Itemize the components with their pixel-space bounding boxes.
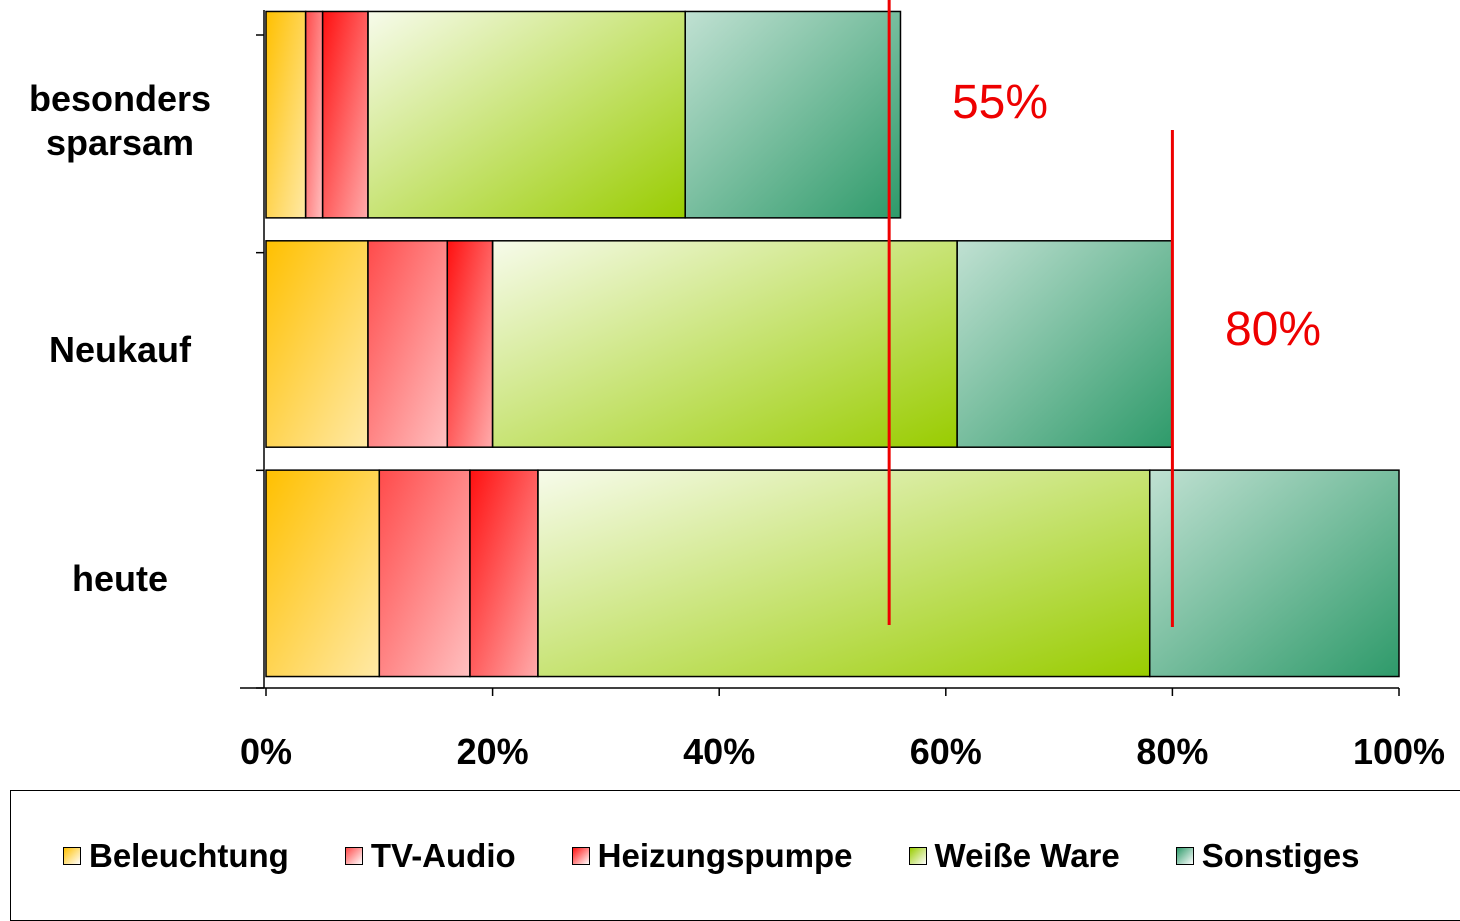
legend-swatch: [908, 846, 927, 865]
bar-segment: [367, 10, 686, 219]
legend-item: Beleuchtung: [63, 837, 289, 875]
bar-segment: [537, 469, 1151, 678]
bar-segment: [304, 10, 324, 219]
x-tick-label: 0%: [240, 731, 292, 772]
legend-label: Weiße Ware: [934, 836, 1120, 874]
bar-segment: [367, 240, 449, 448]
category-label: heute: [71, 558, 168, 600]
annotation: 80%: [1225, 303, 1321, 356]
bar-segment: [1148, 469, 1400, 678]
category-label: Neukauf: [48, 329, 192, 370]
legend-label: TV-Audio: [370, 836, 516, 874]
legend-swatch: [571, 846, 590, 865]
legend-label: Sonstiges: [1201, 836, 1360, 874]
bar-segment: [469, 469, 539, 678]
bar-segment: [491, 240, 958, 448]
legend-swatch: [1175, 846, 1194, 865]
x-tick-label: 80%: [1136, 731, 1208, 772]
bar-segment: [378, 469, 471, 678]
legend-swatch: [344, 846, 363, 865]
x-tick-label: 20%: [457, 731, 529, 772]
bar-segment: [446, 240, 494, 448]
legend-swatch: [63, 846, 81, 865]
legend-label: Heizungspumpe: [597, 836, 853, 874]
bar-segment: [684, 10, 902, 219]
legend-item: Weiße Ware: [908, 836, 1120, 875]
bar-segment: [265, 10, 307, 219]
x-tick-label: 40%: [683, 731, 755, 772]
annotation: 55%: [952, 76, 1048, 129]
bar-segment: [956, 240, 1174, 448]
legend-label: Beleuchtung: [89, 836, 289, 874]
chart: 0% 20% 40% 60% 80% 100% 55% 80%: [240, 0, 1445, 772]
legend-item: TV-Audio: [344, 836, 516, 875]
x-tick-label: 60%: [910, 731, 982, 772]
bar-segment: [265, 469, 381, 678]
x-tick-label: 100%: [1353, 731, 1445, 772]
legend-item: Sonstiges: [1175, 836, 1360, 875]
bar-segment: [265, 240, 369, 448]
legend: Beleuchtung TV-Audio Heizungspumpe Weiße Wa…: [10, 790, 1460, 921]
category-label: besonders sparsam: [28, 77, 212, 163]
legend-item: Heizungspumpe: [571, 836, 853, 875]
bar-segment: [321, 10, 369, 219]
